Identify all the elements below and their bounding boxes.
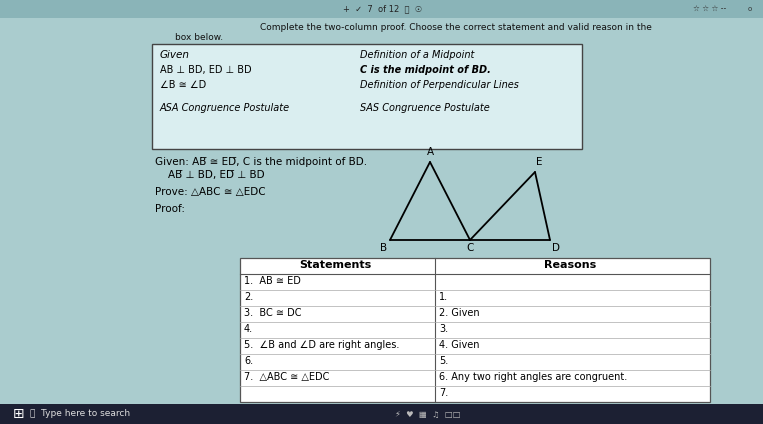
Text: E: E xyxy=(536,157,542,167)
FancyBboxPatch shape xyxy=(240,258,710,402)
Text: 4.: 4. xyxy=(244,324,253,334)
Text: Proof:: Proof: xyxy=(155,204,185,214)
Text: AB ⊥ BD, ED ⊥ BD: AB ⊥ BD, ED ⊥ BD xyxy=(160,65,252,75)
Text: Given: AB̅ ≅ ED̅, C is the midpoint of BD.: Given: AB̅ ≅ ED̅, C is the midpoint of B… xyxy=(155,157,367,167)
FancyBboxPatch shape xyxy=(0,404,763,424)
Text: C: C xyxy=(466,243,474,253)
Text: 5.: 5. xyxy=(439,356,448,366)
Text: ⌕  Type here to search: ⌕ Type here to search xyxy=(30,410,130,418)
Text: A: A xyxy=(427,147,433,157)
Text: Prove: △ABC ≅ △EDC: Prove: △ABC ≅ △EDC xyxy=(155,187,266,197)
Text: 7.: 7. xyxy=(439,388,448,398)
Text: o: o xyxy=(748,6,752,12)
Text: 2. Given: 2. Given xyxy=(439,308,480,318)
Text: Definition of a Midpoint: Definition of a Midpoint xyxy=(360,50,475,60)
Text: Statements: Statements xyxy=(299,260,371,270)
FancyBboxPatch shape xyxy=(0,0,763,18)
Text: ⊞: ⊞ xyxy=(13,407,24,421)
Text: SAS Congruence Postulate: SAS Congruence Postulate xyxy=(360,103,490,113)
Text: C is the midpoint of BD.: C is the midpoint of BD. xyxy=(360,65,491,75)
Text: ASA Congruence Postulate: ASA Congruence Postulate xyxy=(160,103,290,113)
Text: 6.: 6. xyxy=(244,356,253,366)
Text: ∠B ≅ ∠D: ∠B ≅ ∠D xyxy=(160,80,206,90)
Text: Definition of Perpendicular Lines: Definition of Perpendicular Lines xyxy=(360,80,519,90)
Text: Complete the two-column proof. Choose the correct statement and valid reason in : Complete the two-column proof. Choose th… xyxy=(260,23,652,32)
Text: 5.  ∠B and ∠D are right angles.: 5. ∠B and ∠D are right angles. xyxy=(244,340,399,350)
Text: B: B xyxy=(381,243,388,253)
Text: ⚡  ♥  ▦  ♫  □□: ⚡ ♥ ▦ ♫ □□ xyxy=(395,410,461,418)
Text: box below.: box below. xyxy=(175,33,223,42)
Text: Given: Given xyxy=(160,50,190,60)
Text: 3.: 3. xyxy=(439,324,448,334)
Text: 6. Any two right angles are congruent.: 6. Any two right angles are congruent. xyxy=(439,372,627,382)
Text: Reasons: Reasons xyxy=(544,260,596,270)
Text: 7.  △ABC ≅ △EDC: 7. △ABC ≅ △EDC xyxy=(244,372,330,382)
Text: 3.  BC ≅ DC: 3. BC ≅ DC xyxy=(244,308,301,318)
Text: 1.: 1. xyxy=(439,292,448,302)
FancyBboxPatch shape xyxy=(152,44,582,149)
Text: 4. Given: 4. Given xyxy=(439,340,479,350)
Text: 1.  AB ≅ ED: 1. AB ≅ ED xyxy=(244,276,301,286)
Text: ☆ ☆ ☆ --: ☆ ☆ ☆ -- xyxy=(694,5,726,14)
Text: 2.: 2. xyxy=(244,292,253,302)
Text: AB̅ ⊥ BD, ED̅ ⊥ BD: AB̅ ⊥ BD, ED̅ ⊥ BD xyxy=(168,170,265,180)
Text: D: D xyxy=(552,243,560,253)
Text: +  ✓  7  of 12  ❓  ☉: + ✓ 7 of 12 ❓ ☉ xyxy=(343,5,423,14)
